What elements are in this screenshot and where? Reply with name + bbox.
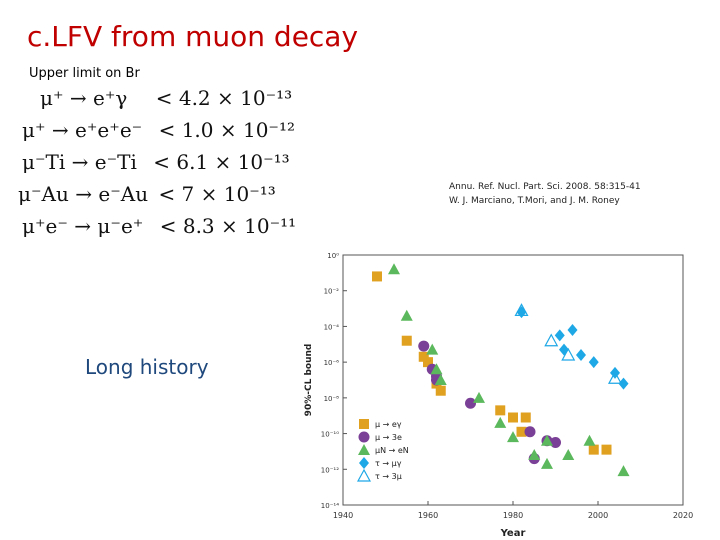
legend-label: μN → eN	[375, 446, 409, 455]
legend-label: μ → eγ	[375, 420, 402, 429]
legend-marker-triangle-open	[356, 468, 372, 482]
data-point-diamond	[554, 329, 565, 342]
legend: μ → eγ μ → 3e μN → eN τ → μγ τ → 3μ	[356, 419, 409, 482]
citation: Annu. Ref. Nucl. Part. Sci. 2008. 58:315…	[449, 180, 641, 208]
equation-process: μ⁺e⁻ → μ⁻e⁺	[22, 214, 144, 238]
data-point-triangle	[430, 363, 443, 375]
x-tick-label: 1980	[503, 511, 523, 520]
data-point-square	[423, 357, 433, 368]
data-point-triangle-open	[561, 347, 576, 361]
data-point-diamond	[576, 349, 586, 361]
equation-process: μ⁺ → e⁺e⁺e⁻	[22, 118, 143, 142]
x-tick-label: 2000	[588, 511, 608, 520]
data-point-diamond	[618, 377, 629, 390]
y-tick-label: 10⁻¹⁴	[321, 502, 339, 510]
equation-process: μ⁻Au → e⁻Au	[18, 182, 149, 206]
data-point-circle	[465, 397, 476, 409]
data-point-triangle-open	[514, 303, 529, 316]
equation-process: μ⁺ → e⁺γ	[40, 86, 128, 110]
legend-marker-circle	[358, 431, 370, 443]
data-point-triangle	[388, 263, 400, 275]
data-point-triangle	[434, 374, 447, 385]
y-tick-label: 10⁻⁴	[324, 323, 340, 331]
data-point-triangle	[426, 343, 439, 355]
y-tick-label: 10⁻²	[324, 288, 340, 296]
x-tick-label: 2020	[673, 511, 693, 520]
equation-mu-e-gamma: μ⁺ → e⁺γ < 4.2 × 10⁻¹³	[40, 86, 292, 110]
long-history-label: Long history	[85, 355, 209, 379]
data-points	[372, 263, 630, 477]
equation-process: μ⁻Ti → e⁻Ti	[22, 150, 137, 174]
slide-subtitle: Upper limit on Br	[29, 66, 140, 81]
data-point-diamond	[516, 306, 527, 319]
data-point-square	[508, 412, 518, 423]
slide-title: c.LFV from muon decay	[27, 20, 359, 53]
equation-limit: < 8.3 × 10⁻¹¹	[159, 214, 297, 238]
y-tick-label: 10⁻¹²	[321, 466, 339, 474]
data-point-diamond	[567, 324, 578, 336]
equation-muonium: μ⁺e⁻ → μ⁻e⁺ < 8.3 × 10⁻¹¹	[22, 214, 296, 238]
data-point-circle	[524, 426, 536, 438]
citation-authors: W. J. Marciano, T.Mori, and J. M. Roney	[449, 196, 620, 206]
x-tick-label: 1960	[418, 511, 438, 520]
data-point-triangle	[541, 457, 553, 469]
legend-label: μ → 3e	[375, 433, 402, 442]
x-tick-label: 1940	[333, 511, 353, 520]
data-point-square	[435, 385, 446, 396]
data-point-triangle	[583, 434, 596, 446]
data-point-diamond	[588, 356, 599, 369]
equation-limit: < 1.0 × 10⁻¹²	[158, 118, 296, 142]
legend-label: τ → μγ	[375, 459, 402, 468]
legend-marker-diamond	[359, 457, 369, 469]
y-tick-label: 10⁰	[327, 252, 339, 260]
equation-mu-ti: μ⁻Ti → e⁻Ti < 6.1 × 10⁻¹³	[22, 150, 290, 174]
data-point-square	[516, 426, 527, 437]
data-point-triangle	[528, 449, 541, 460]
legend-marker-triangle	[358, 444, 370, 455]
equation-limit: < 7 × 10⁻¹³	[158, 182, 276, 206]
x-axis-label: Year	[500, 528, 526, 539]
citation-journal: Annu. Ref. Nucl. Part. Sci. 2008. 58:315…	[449, 182, 641, 192]
equation-limit: < 6.1 × 10⁻¹³	[153, 150, 290, 174]
data-point-triangle	[400, 309, 413, 321]
data-point-square	[588, 444, 599, 455]
data-point-triangle	[494, 416, 507, 428]
data-point-triangle	[617, 465, 630, 477]
data-point-square	[495, 405, 506, 416]
data-point-triangle-open	[544, 333, 559, 347]
data-point-square	[401, 335, 412, 346]
data-point-square	[418, 351, 429, 362]
data-point-circle	[550, 437, 561, 448]
data-point-triangle	[541, 434, 553, 446]
data-point-triangle	[507, 431, 519, 443]
y-tick-label: 10⁻¹⁰	[321, 431, 339, 439]
y-tick-label: 10⁻⁶	[324, 359, 340, 367]
data-point-triangle	[473, 391, 485, 403]
y-axis-label: 90%-CL bound	[304, 344, 314, 417]
y-tick-label: 10⁻⁸	[324, 395, 340, 403]
data-point-square	[372, 271, 382, 282]
equation-mu-3e: μ⁺ → e⁺e⁺e⁻ < 1.0 × 10⁻¹²	[22, 118, 295, 142]
data-point-square	[520, 412, 531, 423]
data-point-triangle-open	[607, 370, 623, 384]
legend-marker-square	[359, 419, 369, 429]
data-point-triangle	[562, 449, 575, 460]
equation-limit: < 4.2 × 10⁻¹³	[155, 86, 293, 110]
data-point-circle	[418, 340, 430, 352]
data-point-square	[601, 444, 612, 455]
axis-ticks: 1940 1960 1980 2000 2020 10⁰ 10⁻² 10⁻⁴ 10⁻⁶ 10⁻⁸ 1…	[321, 252, 693, 520]
equation-mu-au: μ⁻Au → e⁻Au < 7 × 10⁻¹³	[18, 182, 276, 206]
legend-label: τ → 3μ	[375, 472, 402, 481]
